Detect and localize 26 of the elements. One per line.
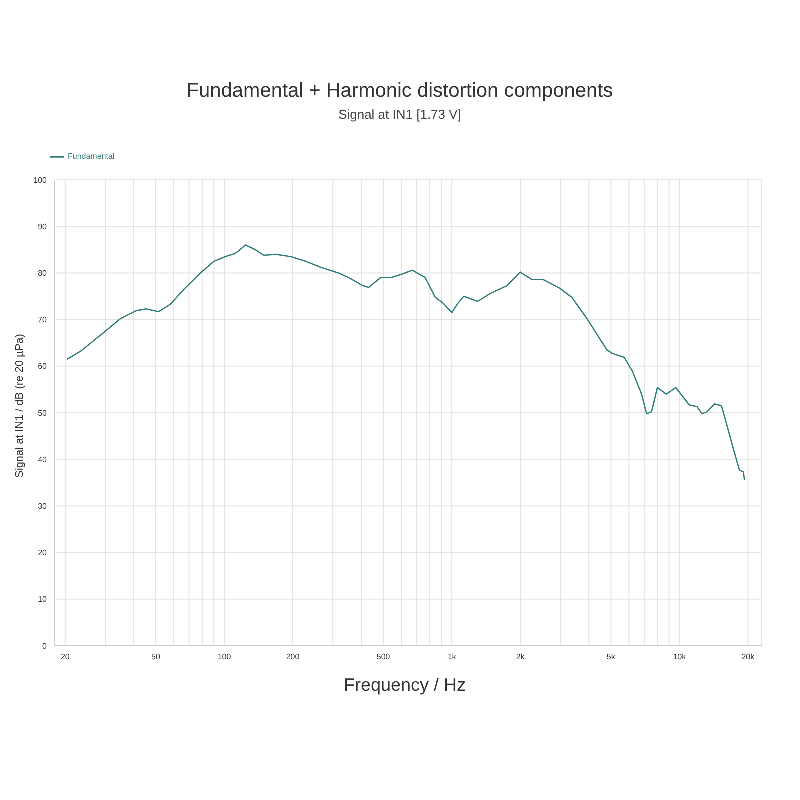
x-tick-label: 200 xyxy=(286,652,300,662)
y-tick-label: 80 xyxy=(38,269,48,278)
y-tick-label: 50 xyxy=(38,408,48,418)
y-axis-title: Signal at IN1 / dB (re 20 µPa) xyxy=(14,334,26,478)
y-tick-label: 30 xyxy=(38,502,48,512)
legend-label: Fundamental xyxy=(68,152,115,162)
x-tick-label: 1k xyxy=(448,652,458,662)
y-tick-label: 40 xyxy=(38,455,48,464)
y-tick-label: 20 xyxy=(38,548,48,558)
x-tick-label: 100 xyxy=(218,652,232,662)
y-tick-label: 90 xyxy=(38,222,48,232)
y-tick-label: 0 xyxy=(42,642,48,651)
x-tick-label: 5k xyxy=(606,652,616,662)
y-tick-label: 60 xyxy=(38,362,48,372)
x-tick-label: 2k xyxy=(516,652,526,662)
x-tick-label: 10k xyxy=(673,652,688,662)
x-tick-label: 20 xyxy=(60,652,70,662)
chart-subtitle: Signal at IN1 [1.73 V] xyxy=(338,107,462,122)
y-tick-label: 70 xyxy=(38,316,48,325)
x-tick-label: 500 xyxy=(376,652,391,662)
x-tick-label: 20k xyxy=(742,652,756,662)
y-tick-label: 10 xyxy=(38,595,48,604)
y-tick-label: 100 xyxy=(34,176,48,185)
x-axis-title: Frequency / Hz xyxy=(342,675,468,696)
chart-title: Fundamental + Harmonic distortion components xyxy=(186,80,614,103)
x-tick-label: 50 xyxy=(152,652,161,662)
